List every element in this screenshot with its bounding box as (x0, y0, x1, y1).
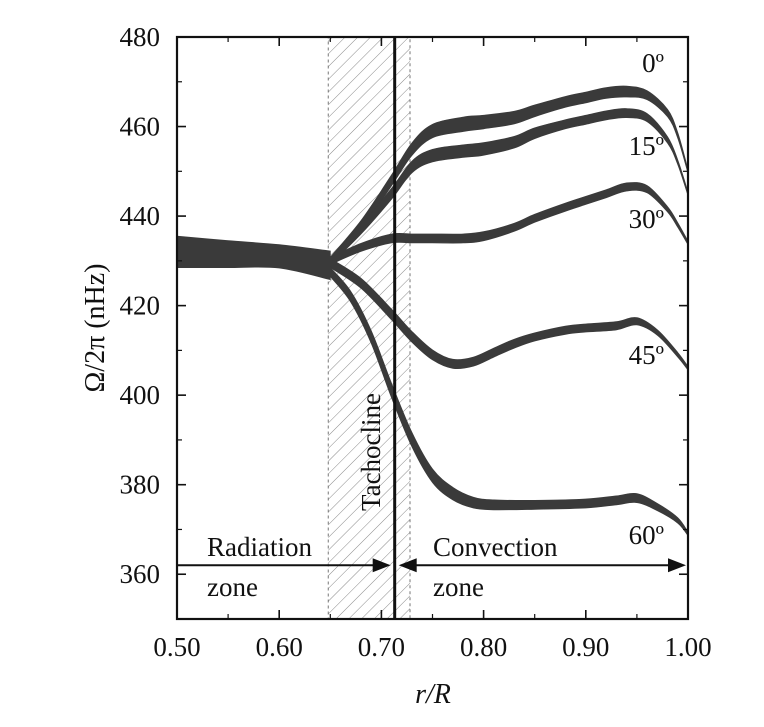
rotation-band-60deg (329, 266, 688, 537)
y-axis-title: Ω/2π (nHz) (80, 263, 111, 392)
convection-zone-arrowhead-left (398, 558, 417, 573)
rotation-band-30deg (329, 182, 688, 265)
rotation-band-0deg (329, 85, 688, 266)
radiation-zone-arrowhead (372, 558, 391, 573)
rotation-band-15deg (329, 108, 688, 266)
y-tick-label: 420 (120, 291, 161, 321)
y-tick-label: 440 (120, 201, 161, 231)
radiation-zone-label-line1: Radiation (207, 532, 312, 562)
y-tick-label: 380 (120, 470, 161, 500)
x-tick-label: 1.00 (664, 632, 711, 662)
x-tick-label: 0.80 (460, 632, 507, 662)
ticks-layer: 0.50 0.60 0.70 0.80 0.90 1.00 360 380 400 420 440 4… (120, 22, 712, 662)
x-axis-title: r/R (415, 679, 451, 710)
y-tick-label: 360 (120, 559, 161, 589)
overlay-layer (177, 37, 686, 619)
x-tick-label: 0.90 (562, 632, 609, 662)
series-label-30: 30º (629, 204, 664, 234)
series-label-45: 45º (629, 340, 664, 370)
convection-zone-label-line2: zone (433, 572, 484, 602)
radiative-interior-band (177, 235, 331, 281)
rotation-bands-layer (177, 85, 688, 537)
tachocline-label: Tachocline (356, 393, 386, 511)
rotation-band-45deg (329, 257, 688, 371)
series-label-0: 0º (642, 48, 664, 78)
x-tick-label: 0.50 (153, 632, 200, 662)
series-label-60: 60º (629, 520, 664, 550)
y-tick-label: 460 (120, 112, 161, 142)
radiation-zone-label-line2: zone (207, 572, 258, 602)
y-tick-label: 480 (120, 22, 161, 52)
y-tick-label: 400 (120, 380, 161, 410)
convection-zone-arrowhead-right (668, 558, 686, 573)
series-label-15: 15º (629, 131, 664, 161)
convection-zone-label-line1: Convection (433, 532, 558, 562)
x-tick-label: 0.60 (256, 632, 303, 662)
x-tick-label: 0.70 (358, 632, 405, 662)
